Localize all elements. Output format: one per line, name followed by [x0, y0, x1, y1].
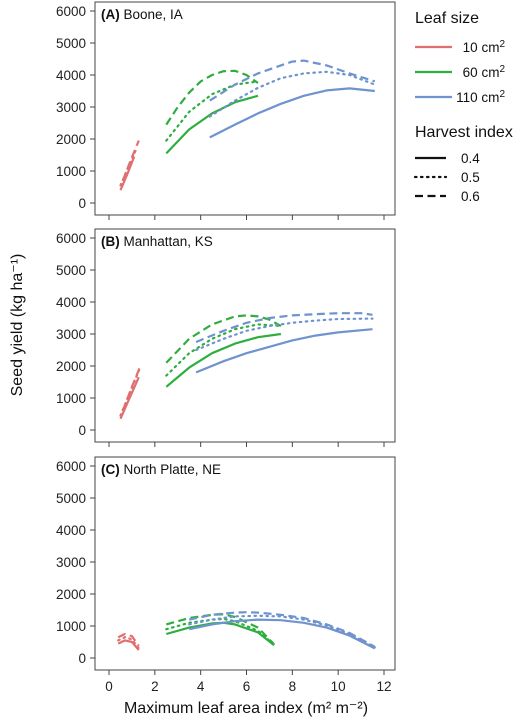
series-line-110cm-hi0.5 — [208, 70, 376, 118]
series-line-60cm-hi0.5 — [165, 80, 260, 142]
panel-frame — [94, 456, 396, 671]
panel-3: (C) North Platte, NE 0 1000 2000 3000 4000 500… — [56, 456, 396, 694]
x-tick-label: 0 — [105, 679, 113, 694]
series-line-60cm-hi0.5 — [165, 323, 282, 377]
legend-color-label: 60 cm2 — [463, 64, 506, 80]
y-tick-label: 2000 — [56, 132, 86, 147]
x-tick-label: 4 — [197, 679, 205, 694]
x-tick-label: 12 — [376, 679, 391, 694]
legend-style-label: 0.4 — [461, 151, 480, 166]
x-tick-label: 2 — [151, 679, 159, 694]
series-line-110cm-hi0.6 — [188, 611, 376, 648]
y-tick-label: 0 — [78, 196, 86, 211]
series-line-110cm-hi0.4 — [209, 87, 375, 139]
panel-1: (A) Boone, IA 0 1000 2000 3000 4000 5000 6000 — [56, 1, 396, 220]
panel-title: (B) Manhattan, KS — [101, 234, 213, 249]
y-tick-label: 0 — [78, 423, 86, 438]
y-axis-title: Seed yield (kg ha⁻¹) — [9, 254, 26, 397]
panel-frame — [94, 228, 396, 443]
series-line-60cm-hi0.6 — [166, 613, 275, 645]
legend-color-label: 10 cm2 — [463, 39, 506, 55]
series-line-60cm-hi0.4 — [166, 621, 275, 647]
legend-style-label: 0.5 — [461, 170, 480, 185]
y-tick-label: 5000 — [56, 36, 86, 51]
series-line-10cm-hi0.4 — [117, 639, 140, 651]
y-tick-label: 5000 — [56, 491, 86, 506]
y-tick-label: 4000 — [56, 68, 86, 83]
y-tick-label: 4000 — [56, 523, 86, 538]
panel-title: (C) North Platte, NE — [101, 462, 221, 477]
series-line-10cm-hi0.6 — [121, 140, 140, 181]
chart-panels: (A) Boone, IA0100020003000400050006000(B… — [56, 1, 396, 694]
series-line-10cm-hi0.6 — [117, 632, 140, 647]
y-tick-label: 1000 — [56, 164, 86, 179]
series-line-10cm-hi0.6 — [121, 363, 143, 412]
y-tick-label: 5000 — [56, 263, 86, 278]
x-tick-label: 8 — [289, 679, 297, 694]
y-tick-label: 3000 — [56, 327, 86, 342]
legend-style-label: 0.6 — [461, 189, 480, 204]
series-line-60cm-hi0.4 — [165, 332, 282, 388]
y-tick-label: 1000 — [56, 391, 86, 406]
series-line-10cm-hi0.4 — [119, 156, 136, 191]
panel-2: (B) Manhattan, KS 0 1000 2000 3000 4000 5000 60… — [56, 228, 396, 447]
series-line-110cm-hi0.4 — [195, 328, 373, 374]
series-line-10cm-hi0.5 — [117, 636, 140, 650]
series-line-60cm-hi0.5 — [165, 617, 276, 646]
panel-title: (A) Boone, IA — [101, 7, 183, 22]
panel-frame — [94, 1, 396, 216]
y-tick-label: 4000 — [56, 295, 86, 310]
legend-color-title: Leaf size — [415, 10, 479, 27]
x-axis-title: Maximum leaf area index (m² m⁻²) — [124, 700, 368, 717]
series-line-110cm-hi0.6 — [195, 312, 373, 344]
legend: Leaf size 10 cm2 60 cm2 110 cm2 Harvest inde… — [413, 10, 513, 204]
y-tick-label: 3000 — [56, 100, 86, 115]
y-tick-label: 2000 — [56, 587, 86, 602]
series-line-110cm-hi0.4 — [188, 618, 376, 650]
y-tick-label: 6000 — [56, 231, 86, 246]
legend-style-title: Harvest index — [415, 124, 513, 141]
series-line-10cm-hi0.4 — [119, 376, 140, 420]
series-line-60cm-hi0.4 — [165, 94, 259, 155]
legend-color-label: 110 cm2 — [456, 89, 505, 105]
series-line-110cm-hi0.6 — [209, 59, 376, 102]
series-line-110cm-hi0.5 — [195, 317, 374, 352]
y-tick-label: 6000 — [56, 459, 86, 474]
y-tick-label: 6000 — [56, 4, 86, 19]
y-tick-label: 2000 — [56, 359, 86, 374]
x-tick-label: 10 — [331, 679, 346, 694]
series-line-60cm-hi0.6 — [165, 69, 259, 126]
y-tick-label: 1000 — [56, 619, 86, 634]
x-tick-label: 6 — [243, 679, 251, 694]
y-tick-label: 3000 — [56, 555, 86, 570]
y-tick-label: 0 — [78, 651, 86, 666]
